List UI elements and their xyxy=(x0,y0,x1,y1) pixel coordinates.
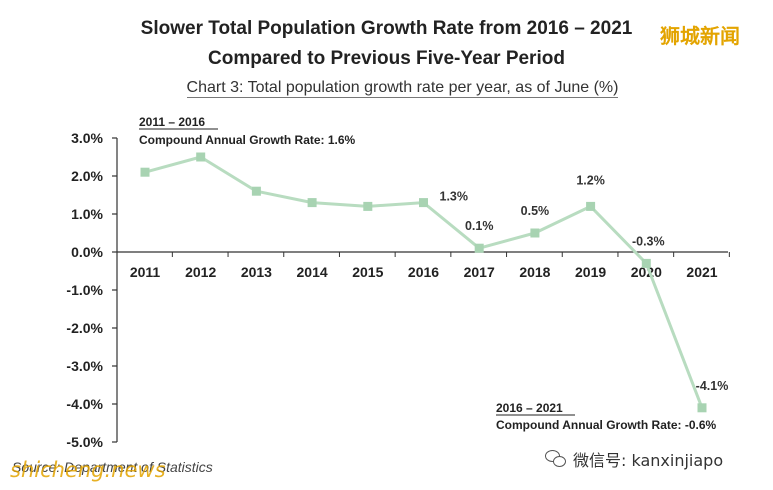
data-point-marker xyxy=(530,228,540,238)
y-tick-label: 1.0% xyxy=(71,206,103,222)
x-tick-label: 2015 xyxy=(352,264,383,280)
wechat-id-text: 微信号: kanxinjiapo xyxy=(573,451,724,470)
chart-subtitle: Chart 3: Total population growth rate pe… xyxy=(0,79,773,98)
annotation-period-2016-2021: 2016 – 2021 xyxy=(496,401,563,415)
data-point-marker xyxy=(140,167,150,177)
annotation-cagr-2011-2016: Compound Annual Growth Rate: 1.6% xyxy=(139,133,356,147)
x-tick-label: 2013 xyxy=(241,264,272,280)
chart-subtitle-text: Chart 3: Total population growth rate pe… xyxy=(186,79,619,98)
x-tick-label: 2014 xyxy=(297,264,328,280)
y-tick-label: -2.0% xyxy=(66,320,103,336)
x-tick-label: 2018 xyxy=(519,264,550,280)
y-tick-label: -5.0% xyxy=(66,434,103,450)
data-label: 1.3% xyxy=(440,190,469,204)
data-point-marker xyxy=(251,186,261,196)
data-point-marker xyxy=(363,201,373,211)
data-label: 1.2% xyxy=(576,173,605,187)
data-point-marker xyxy=(586,201,596,211)
y-tick-label: 0.0% xyxy=(71,244,103,260)
y-tick-label: -3.0% xyxy=(66,358,103,374)
data-point-marker xyxy=(697,403,707,413)
y-tick-label: 2.0% xyxy=(71,168,103,184)
x-tick-label: 2016 xyxy=(408,264,439,280)
x-tick-label: 2019 xyxy=(575,264,606,280)
x-tick-label: 2012 xyxy=(185,264,216,280)
watermark-bottom: shicheng.news xyxy=(10,458,166,482)
x-tick-label: 2011 xyxy=(130,264,161,280)
annotation-period-2011-2016: 2011 – 2016 xyxy=(139,115,205,129)
y-tick-label: 3.0% xyxy=(71,130,103,146)
x-tick-label: 2020 xyxy=(631,264,662,280)
watermark-top: 狮城新闻 xyxy=(660,24,740,48)
data-label: 0.1% xyxy=(465,219,494,233)
x-tick-label: 2021 xyxy=(686,264,717,280)
data-point-marker xyxy=(641,258,651,268)
series-line xyxy=(144,155,704,409)
data-point-marker xyxy=(419,198,428,208)
data-point-marker xyxy=(196,152,206,162)
data-label: -4.1% xyxy=(696,379,729,393)
y-tick-label: -4.0% xyxy=(66,396,103,412)
data-point-marker xyxy=(307,198,317,208)
x-tick-label: 2017 xyxy=(464,264,495,280)
wechat-icon xyxy=(545,450,567,468)
y-tick-label: -1.0% xyxy=(66,282,103,298)
data-point-marker xyxy=(474,243,484,253)
source-note: Source: Department of Statistics xyxy=(12,459,213,475)
chart-title-line2: Compared to Previous Five-Year Period xyxy=(208,48,565,69)
chart-title-line1: Slower Total Population Growth Rate from… xyxy=(140,18,633,39)
data-label: -0.3% xyxy=(632,234,665,248)
wechat-id: 微信号: kanxinjiapo xyxy=(545,447,723,471)
data-label: 0.5% xyxy=(521,204,550,218)
annotation-cagr-2016-2021: Compound Annual Growth Rate: -0.6% xyxy=(496,418,717,432)
